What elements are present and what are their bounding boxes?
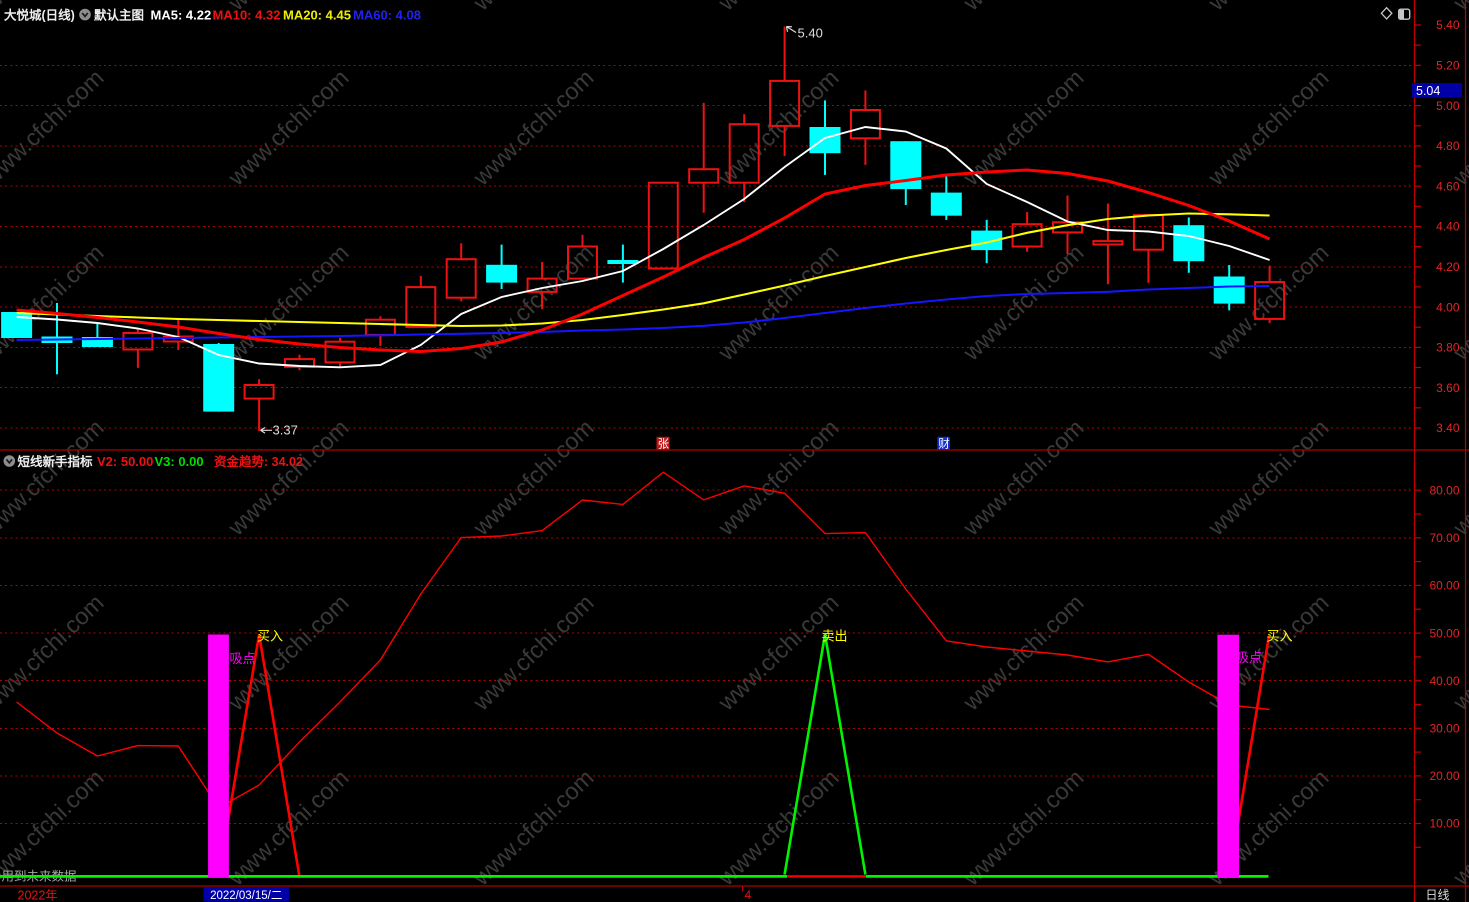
svg-text:吸点: 吸点 xyxy=(1236,650,1262,665)
svg-text:70.00: 70.00 xyxy=(1429,531,1459,545)
svg-text:5.40: 5.40 xyxy=(1436,18,1460,32)
svg-text:2022年: 2022年 xyxy=(18,889,58,902)
svg-text:60.00: 60.00 xyxy=(1429,579,1459,593)
svg-text:4: 4 xyxy=(745,888,752,902)
svg-text:2022/03/15/二: 2022/03/15/二 xyxy=(210,890,282,902)
svg-text:5.20: 5.20 xyxy=(1436,59,1460,73)
svg-text:V2: 50.00: V2: 50.00 xyxy=(97,454,153,469)
svg-text:5.40: 5.40 xyxy=(798,26,823,41)
svg-text:财: 财 xyxy=(938,437,950,451)
svg-text:4.80: 4.80 xyxy=(1436,139,1460,153)
svg-text:MA60: 4.08: MA60: 4.08 xyxy=(353,8,421,23)
svg-text:MA5: 4.22: MA5: 4.22 xyxy=(151,8,212,23)
svg-text:大悦城(日线): 大悦城(日线) xyxy=(4,8,75,23)
svg-text:资金趋势: 34.02: 资金趋势: 34.02 xyxy=(214,454,303,469)
svg-text:日线: 日线 xyxy=(1426,888,1450,902)
svg-text:4.60: 4.60 xyxy=(1436,179,1460,193)
svg-text:5.04: 5.04 xyxy=(1416,84,1440,98)
svg-text:买入: 买入 xyxy=(1267,629,1293,644)
svg-text:短线新手指标: 短线新手指标 xyxy=(18,454,94,469)
svg-text:卖出: 卖出 xyxy=(822,629,848,644)
svg-text:3.40: 3.40 xyxy=(1436,421,1460,435)
svg-text:V3: 0.00: V3: 0.00 xyxy=(155,454,204,469)
svg-text:40.00: 40.00 xyxy=(1429,674,1459,688)
svg-text:4.20: 4.20 xyxy=(1436,260,1460,274)
svg-text:张: 张 xyxy=(658,438,670,451)
svg-text:5.00: 5.00 xyxy=(1436,99,1460,113)
svg-text:3.37: 3.37 xyxy=(273,423,298,438)
svg-text:MA10: 4.32: MA10: 4.32 xyxy=(213,8,281,23)
svg-text:3.60: 3.60 xyxy=(1436,381,1460,395)
svg-text:4.00: 4.00 xyxy=(1436,300,1460,314)
svg-text:4.40: 4.40 xyxy=(1436,220,1460,234)
svg-text:3.80: 3.80 xyxy=(1436,341,1460,355)
svg-text:默认主图: 默认主图 xyxy=(94,8,144,23)
svg-text:30.00: 30.00 xyxy=(1429,722,1459,736)
svg-text:80.00: 80.00 xyxy=(1429,483,1459,497)
svg-text:吸点: 吸点 xyxy=(230,651,256,666)
svg-text:10.00: 10.00 xyxy=(1429,817,1459,831)
svg-text:买入: 买入 xyxy=(257,629,283,644)
svg-text:50.00: 50.00 xyxy=(1429,626,1459,640)
svg-text:MA20: 4.45: MA20: 4.45 xyxy=(283,8,351,23)
svg-text:20.00: 20.00 xyxy=(1429,769,1459,783)
